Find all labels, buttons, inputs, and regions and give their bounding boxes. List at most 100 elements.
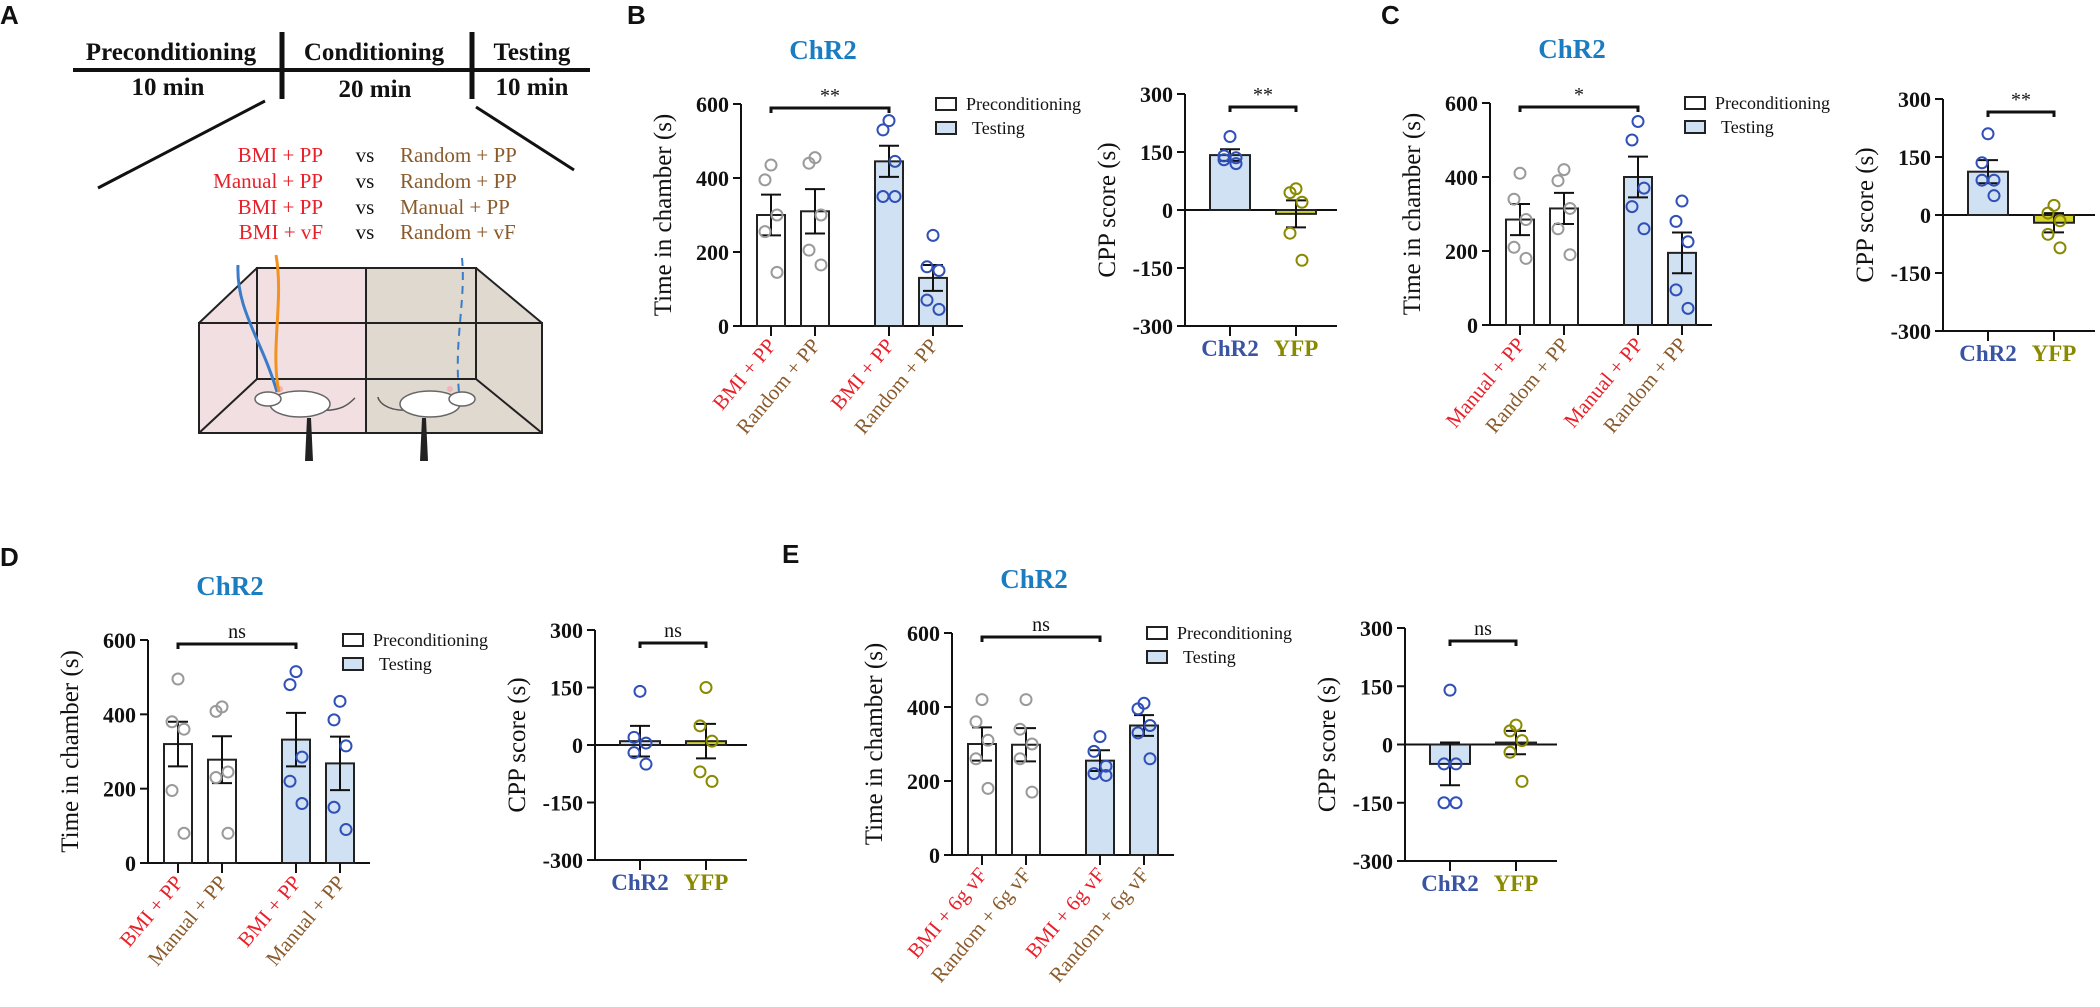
y-tick-label: 600 [1445, 91, 1478, 116]
y-tick-label: 150 [550, 676, 583, 701]
chart-title: ChR2 [789, 35, 857, 65]
x-tick-label: ChR2 [611, 870, 669, 895]
y-tick-label: 600 [696, 92, 729, 117]
data-point [177, 722, 191, 736]
data-point [1519, 213, 1533, 227]
data-point [981, 733, 995, 747]
data-point [969, 752, 983, 766]
x-tick-label: YFP [2032, 341, 2077, 366]
duration-conditioning: 20 min [339, 76, 412, 103]
zoom-line-right [475, 105, 575, 172]
cpp-score-chart-b: -300 -150 0 150 300 CPP score (s) ChR2 YFP ** [1094, 82, 1337, 361]
data-point [1557, 163, 1571, 177]
data-point [1283, 186, 1297, 200]
chamber-right-compartment [366, 268, 542, 433]
y-tick-label: -300 [543, 848, 583, 873]
data-point [1217, 149, 1231, 163]
data-point [1519, 251, 1533, 265]
comparison-list: BMI + PP vs Random + PP Manual + PP vs R… [213, 143, 517, 244]
data-point [633, 684, 647, 698]
data-point [165, 715, 179, 729]
data-point [888, 190, 902, 203]
phase-conditioning: Conditioning [304, 39, 445, 66]
y-tick-label: 0 [1920, 203, 1931, 228]
data-point [1229, 157, 1243, 171]
data-point [1503, 724, 1517, 738]
post-icon [305, 418, 313, 461]
legend: Preconditioning Testing [1146, 623, 1292, 667]
data-point [1295, 253, 1309, 267]
phase-testing: Testing [494, 39, 571, 66]
y-tick-label: 150 [1898, 145, 1931, 170]
duration-preconditioning: 10 min [132, 74, 205, 101]
panel-label-c: C [1381, 0, 1400, 30]
legend-label: Testing [379, 654, 432, 674]
data-point [1013, 752, 1027, 766]
bar [1129, 724, 1159, 856]
y-tick-label: -150 [1133, 256, 1173, 281]
comparison-right: Random + PP [400, 169, 517, 193]
data-point [758, 225, 772, 239]
zoom-line-left [97, 99, 266, 190]
data-point [1987, 189, 2001, 203]
legend: Preconditioning Testing [935, 94, 1081, 138]
y-axis-label: Time in chamber (s) [57, 650, 84, 853]
data-point [209, 704, 223, 718]
x-tick-label: ChR2 [1421, 871, 1479, 896]
cpp-score-chart-e: -300 -150 0 150 300 CPP score (s) ChR2 YFP ns [1314, 616, 1557, 896]
data-point [283, 774, 297, 788]
legend-swatch-preconditioning [1146, 626, 1168, 640]
data-point [814, 208, 828, 222]
cpp-score-chart-d: -300 -150 0 150 300 CPP score (s) ChR2 YFP ns [504, 618, 747, 895]
data-point [770, 208, 784, 222]
data-point [1515, 774, 1529, 788]
data-point [1625, 200, 1639, 214]
significance-bracket [1986, 110, 2056, 117]
y-tick-label: 0 [1382, 733, 1393, 758]
legend: Preconditioning Testing [1684, 93, 1830, 137]
data-point [1229, 151, 1243, 165]
data-point [693, 719, 707, 733]
data-point [693, 765, 707, 779]
legend-label: Testing [972, 118, 1025, 138]
comparison-row: BMI + PP vs Random + PP [238, 143, 517, 167]
panel-label-d: D [0, 542, 19, 572]
comparison-right: Random + vF [400, 220, 516, 244]
significance-label: * [1574, 84, 1584, 106]
data-point [1507, 192, 1521, 206]
data-point [1625, 133, 1639, 147]
data-point [2047, 198, 2061, 212]
chart-title: ChR2 [1538, 34, 1606, 64]
data-point [209, 771, 223, 785]
y-tick-label: 300 [1140, 82, 1173, 107]
y-tick-label: 400 [907, 695, 940, 720]
data-point [1669, 214, 1683, 228]
comparison-vs: vs [356, 169, 375, 193]
data-point [1669, 283, 1683, 297]
data-point [981, 781, 995, 795]
significance-bracket [1228, 105, 1298, 112]
y-tick-label: -150 [1891, 261, 1931, 286]
data-point [1503, 745, 1517, 759]
data-point [1551, 174, 1565, 188]
data-point [295, 750, 309, 764]
comparison-row: Manual + PP vs Random + PP [213, 169, 517, 193]
data-point [1631, 115, 1645, 128]
significance-bracket [1448, 639, 1518, 646]
data-point [333, 694, 347, 708]
data-point [2053, 214, 2067, 228]
data-point [289, 665, 303, 679]
significance-label: ns [664, 620, 682, 642]
y-tick-label: 0 [1467, 313, 1478, 338]
data-point [1975, 173, 1989, 187]
data-point [639, 736, 653, 750]
data-point [1025, 785, 1039, 799]
significance-label: ** [820, 85, 840, 107]
data-point [932, 264, 946, 277]
data-point [1099, 768, 1113, 782]
data-point [1513, 166, 1527, 180]
mouse-icon [254, 386, 356, 418]
data-point [1563, 201, 1577, 215]
y-tick-label: 400 [103, 702, 136, 727]
data-point [758, 173, 772, 187]
